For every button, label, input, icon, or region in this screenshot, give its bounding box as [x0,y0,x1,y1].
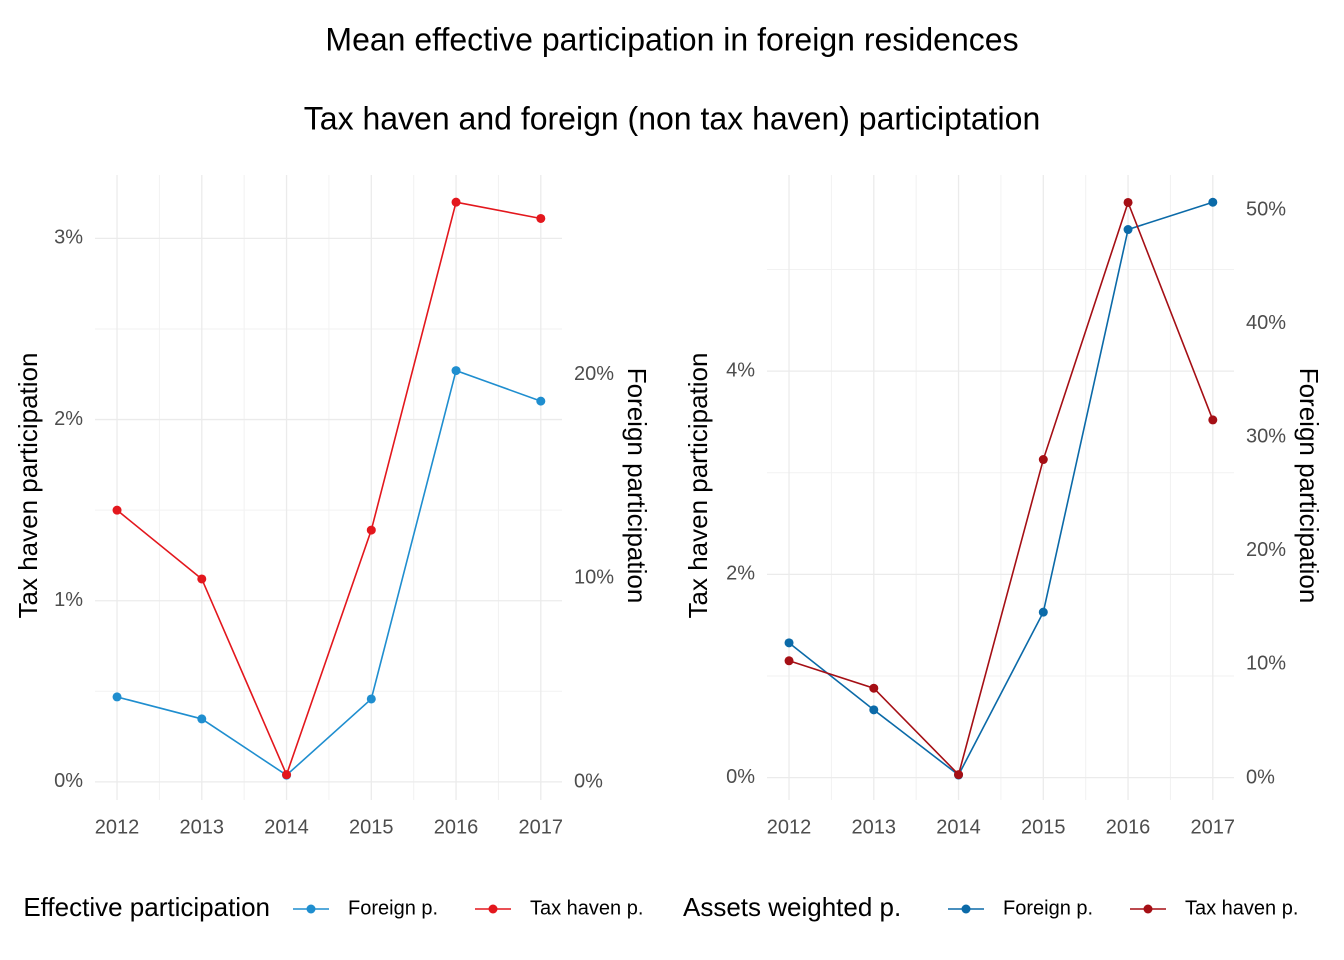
data-point [1123,225,1133,235]
y-tick-label: 1% [54,589,83,611]
y-axis-label: Tax haven participation [13,353,43,619]
y2-tick-label: 20% [1246,539,1286,561]
y-tick-label: 0% [54,770,83,792]
y-tick-label: 2% [726,563,755,585]
chart-subtitle: Tax haven and foreign (non tax haven) pa… [304,100,1040,136]
data-point [1208,197,1218,207]
y-tick-label: 3% [54,227,83,249]
data-point [784,638,794,648]
y-tick-label: 2% [54,408,83,430]
data-point [869,705,879,715]
y2-tick-label: 20% [574,363,614,385]
x-tick-label: 2013 [852,816,897,838]
x-tick-label: 2014 [936,816,981,838]
data-point [869,683,879,693]
legend-title: Assets weighted p. [683,892,901,922]
y2-axis-label: Foreign participation [622,368,652,604]
legend-marker [1143,904,1153,914]
chart-title: Mean effective participation in foreign … [325,21,1018,57]
data-point [451,197,461,207]
x-tick-label: 2016 [1106,816,1151,838]
y-tick-label: 0% [726,766,755,788]
x-tick-label: 2012 [767,816,812,838]
y2-axis-label: Foreign participation [1294,368,1324,604]
x-tick-label: 2014 [264,816,309,838]
y2-tick-label: 40% [1246,312,1286,334]
y2-tick-label: 50% [1246,198,1286,220]
data-point [1038,455,1048,465]
data-point [282,770,292,780]
y2-tick-label: 0% [574,770,603,792]
x-tick-label: 2015 [349,816,394,838]
x-tick-label: 2017 [519,816,564,838]
data-point [112,692,122,702]
series-line [116,369,542,777]
data-point [1208,415,1218,425]
data-point [1123,197,1133,207]
legend-label: Foreign p. [348,897,438,919]
data-point [197,574,207,584]
data-point [366,525,376,535]
data-point [451,366,461,376]
data-point [536,396,546,406]
legend-marker [961,904,971,914]
y2-tick-label: 0% [1246,766,1275,788]
data-point [112,505,122,515]
x-tick-label: 2012 [95,816,140,838]
y-axis-label: Tax haven participation [683,353,713,619]
data-point [197,714,207,724]
legend-marker [488,904,498,914]
data-point [1038,607,1048,617]
series-line [788,200,1214,777]
x-tick-label: 2017 [1191,816,1236,838]
legend-title: Effective participation [23,892,270,922]
y-tick-label: 4% [726,359,755,381]
legend-label: Foreign p. [1003,897,1093,919]
series-line [116,201,541,777]
data-point [954,770,964,780]
y2-tick-label: 10% [1246,653,1286,675]
data-point [784,656,794,666]
legend-label: Tax haven p. [1185,897,1298,919]
y2-tick-label: 10% [574,567,614,589]
y2-tick-label: 30% [1246,426,1286,448]
data-point [536,213,546,223]
legend-marker [306,904,316,914]
x-tick-label: 2015 [1021,816,1066,838]
legend-label: Tax haven p. [530,897,643,919]
x-tick-label: 2013 [180,816,225,838]
series-line [788,201,1214,777]
x-tick-label: 2016 [434,816,479,838]
data-point [366,694,376,704]
